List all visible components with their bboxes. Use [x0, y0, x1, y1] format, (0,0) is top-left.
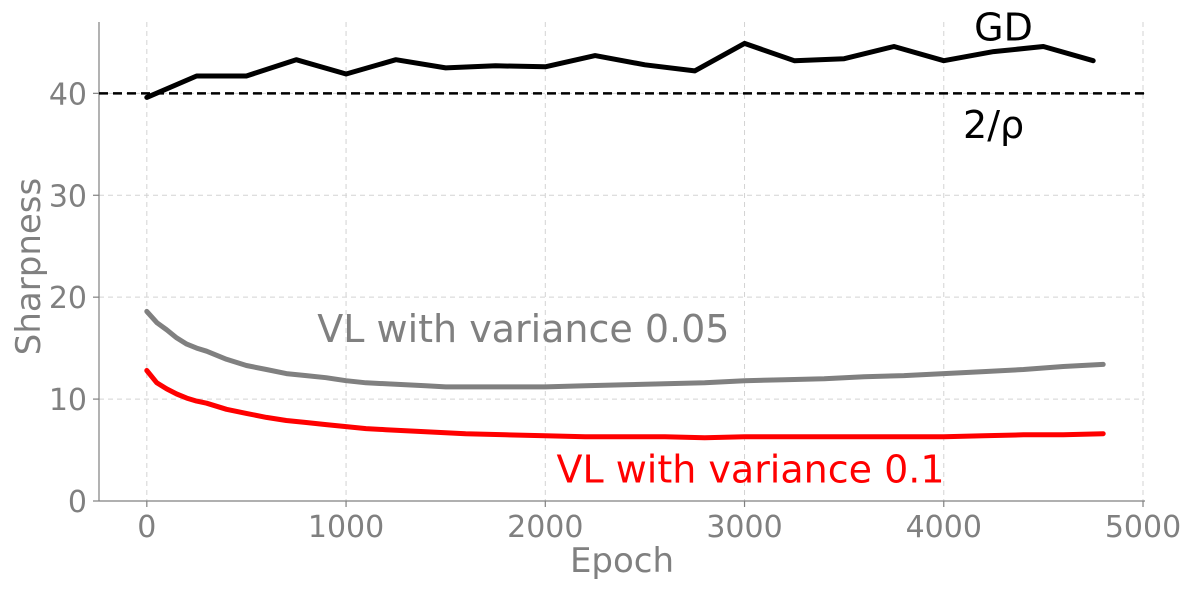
annotation-label: VL with variance 0.05: [317, 307, 729, 351]
y-tick-label: 0: [68, 485, 87, 520]
annotations: GD 2/ρ VL with variance 0.05 VL with varian…: [317, 5, 1033, 491]
y-tick-label: 30: [49, 179, 87, 214]
x-tick-label: 0: [137, 510, 156, 545]
series-line-vl-with-variance-0-1: [144, 368, 1106, 441]
y-tick-label: 20: [49, 281, 87, 316]
series-line-vl-with-variance-0-05: [144, 308, 1106, 390]
x-tick-label: 5000: [1105, 510, 1181, 545]
annotation-label: 2/ρ: [963, 103, 1024, 147]
series-line-gd: [144, 40, 1096, 100]
x-axis-title: Epoch: [570, 541, 674, 581]
x-tick-label: 2000: [507, 510, 583, 545]
annotation-label: VL with variance 0.1: [556, 448, 944, 492]
x-tick-label: 1000: [308, 510, 384, 545]
axes: [98, 22, 1145, 502]
series: [99, 40, 1145, 441]
y-axis-title: Sharpness: [9, 178, 49, 355]
y-tick-label: 40: [49, 77, 87, 112]
annotation-label: GD: [974, 5, 1033, 49]
ticks: 0 1000 2000 3000 4000 5000 0 10 20 30 40: [49, 77, 1181, 545]
x-tick-label: 4000: [906, 510, 982, 545]
y-tick-label: 10: [49, 383, 87, 418]
x-tick-label: 3000: [706, 510, 782, 545]
